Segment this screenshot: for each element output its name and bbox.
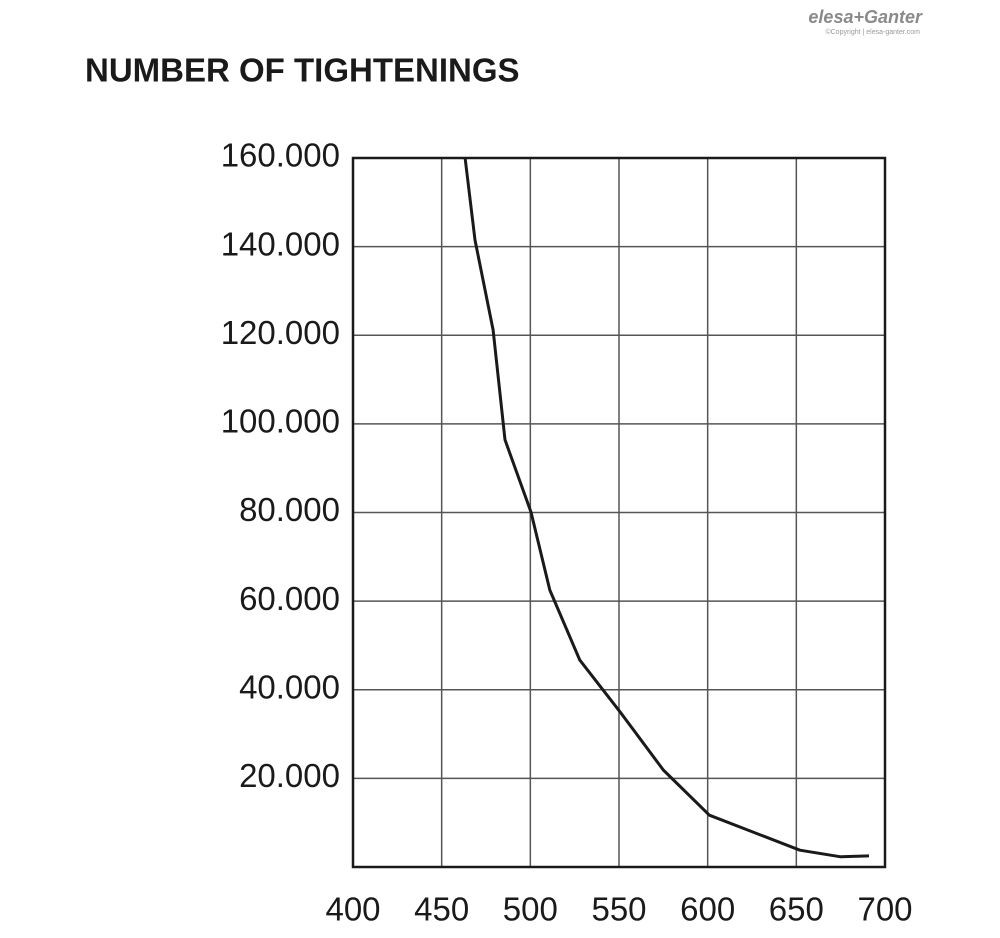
chart-title: NUMBER OF TIGHTENINGS <box>85 52 520 89</box>
y-tick-label: 60.000 <box>239 580 340 617</box>
grid <box>352 157 886 867</box>
y-tick-label: 40.000 <box>239 668 340 705</box>
y-tick-label: 120.000 <box>221 314 340 351</box>
y-tick-label: 140.000 <box>221 225 340 262</box>
plot-frame <box>351 156 887 869</box>
y-tick-label: 100.000 <box>221 403 340 440</box>
x-tick-label: 450 <box>414 891 469 928</box>
logo-copyright: ©Copyright | elesa-ganter.com <box>825 28 920 36</box>
x-tick-label: 600 <box>680 891 735 928</box>
x-tick-label: 400 <box>325 891 380 928</box>
x-tick-label: 650 <box>769 891 824 928</box>
y-tick-label: 160.000 <box>221 137 340 174</box>
x-tick-label: 550 <box>591 891 646 928</box>
logo-brand: elesa+Ganter <box>808 7 923 27</box>
x-tick-label: 700 <box>857 891 912 928</box>
y-tick-label: 20.000 <box>239 757 340 794</box>
x-tick-label: 500 <box>503 891 558 928</box>
y-tick-label: 80.000 <box>239 491 340 528</box>
data-line <box>463 157 870 859</box>
